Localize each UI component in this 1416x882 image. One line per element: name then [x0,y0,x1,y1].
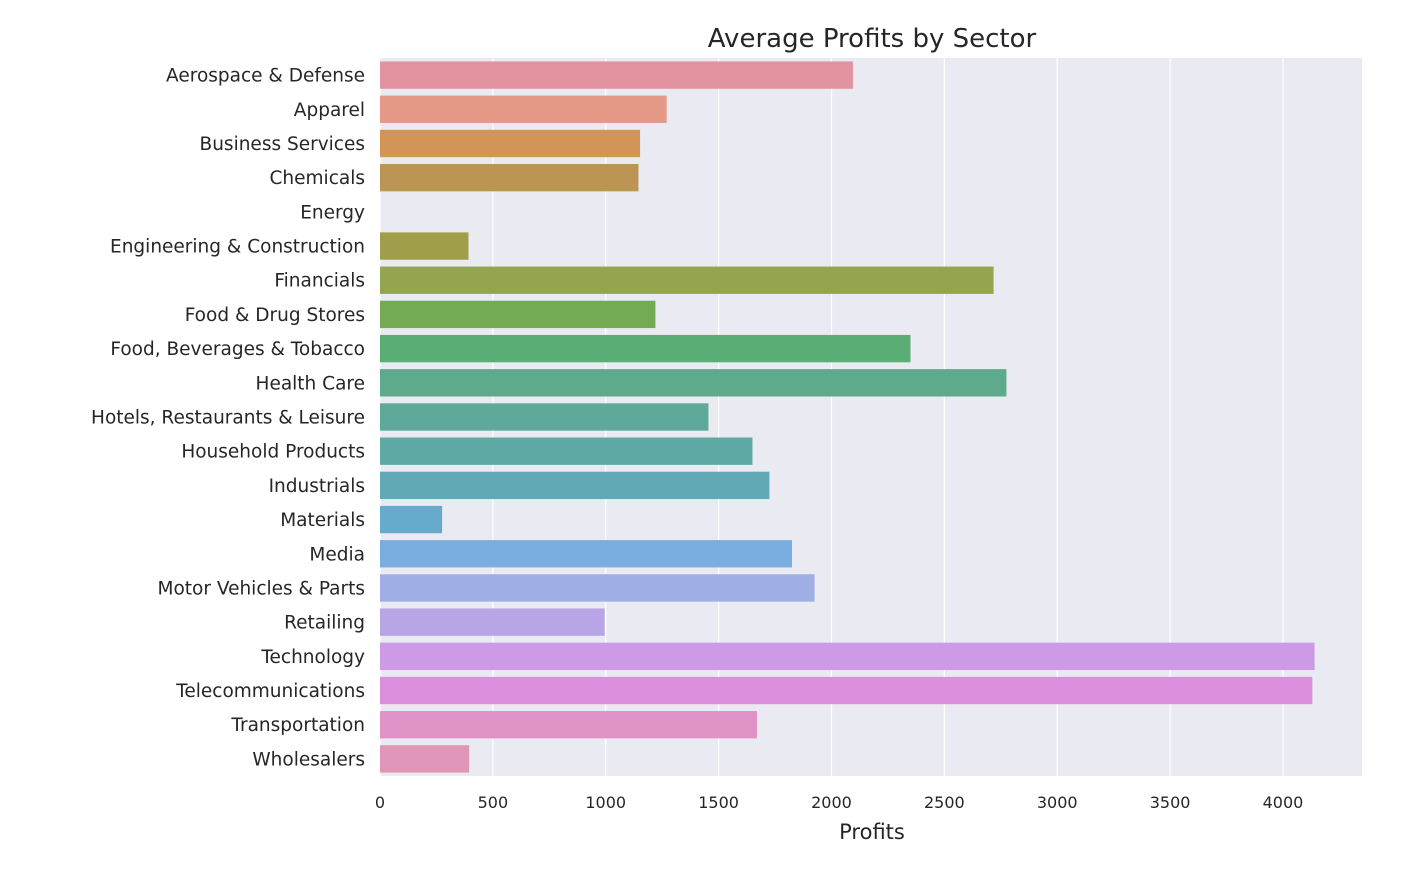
category-label-engineering-and-construction: Engineering & Construction [110,237,365,258]
bar-financials [380,266,994,294]
category-label-motor-vehicles-and-parts: Motor Vehicles & Parts [158,578,365,599]
bar-industrials [380,471,770,500]
category-label-wholesalers: Wholesalers [252,749,365,770]
category-label-materials: Materials [280,510,365,531]
chart-title: Average Profits by Sector [708,24,1037,54]
bar-wholesalers [380,745,470,773]
category-labels: Aerospace & Defense Apparel Business Servi… [91,66,365,771]
bar-apparel [380,95,667,123]
bar-technology [380,642,1315,671]
x-tick-label-1000: 1000 [585,793,626,812]
bar-food-beverages-and-tobacco [380,334,911,363]
category-label-health-care: Health Care [256,373,365,394]
bar-media [380,540,792,568]
category-label-apparel: Apparel [294,100,365,121]
category-label-household-products: Household Products [181,442,365,463]
bar-materials [380,505,443,534]
category-label-food-and-drug-stores: Food & Drug Stores [185,305,365,326]
category-label-retailing: Retailing [284,613,365,634]
bar-aerospace-and-defense [380,61,853,89]
x-axis-label: Profits [839,820,905,844]
bar-retailing [380,608,605,636]
category-label-energy: Energy [300,202,365,223]
category-label-aerospace-and-defense: Aerospace & Defense [166,66,365,87]
x-tick-label-3000: 3000 [1037,793,1078,812]
bar-food-and-drug-stores [380,300,656,329]
bar-hotels-restaurants-and-leisure [380,403,709,431]
category-label-food-beverages-and-tobacco: Food, Beverages & Tobacco [110,339,365,360]
x-tick-label-1500: 1500 [698,793,739,812]
x-tick-label-2000: 2000 [811,793,852,812]
bar-telecommunications [380,676,1313,705]
bar-motor-vehicles-and-parts [380,574,815,602]
category-label-business-services: Business Services [200,134,365,155]
bar-business-services [380,129,641,158]
x-tick-labels: 0 500 1000 1500 2000 2500 3000 3500 4000 [375,793,1303,812]
x-tick-label-4000: 4000 [1263,793,1304,812]
bars [380,61,1315,773]
x-tick-label-0: 0 [375,793,385,812]
category-label-media: Media [309,544,365,565]
bar-transportation [380,711,757,739]
category-label-technology: Technology [260,647,365,668]
category-label-financials: Financials [274,271,365,292]
x-tick-label-2500: 2500 [924,793,965,812]
category-label-transportation: Transportation [230,715,365,736]
category-label-telecommunications: Telecommunications [175,681,365,702]
bar-chemicals [380,163,639,192]
bar-health-care [380,369,1007,397]
x-tick-label-3500: 3500 [1150,793,1191,812]
bar-household-products [380,437,753,465]
category-label-hotels-restaurants-and-leisure: Hotels, Restaurants & Leisure [91,408,365,429]
category-label-chemicals: Chemicals [270,168,365,189]
x-tick-label-500: 500 [478,793,509,812]
bar-engineering-and-construction [380,232,469,260]
category-label-industrials: Industrials [269,476,365,497]
